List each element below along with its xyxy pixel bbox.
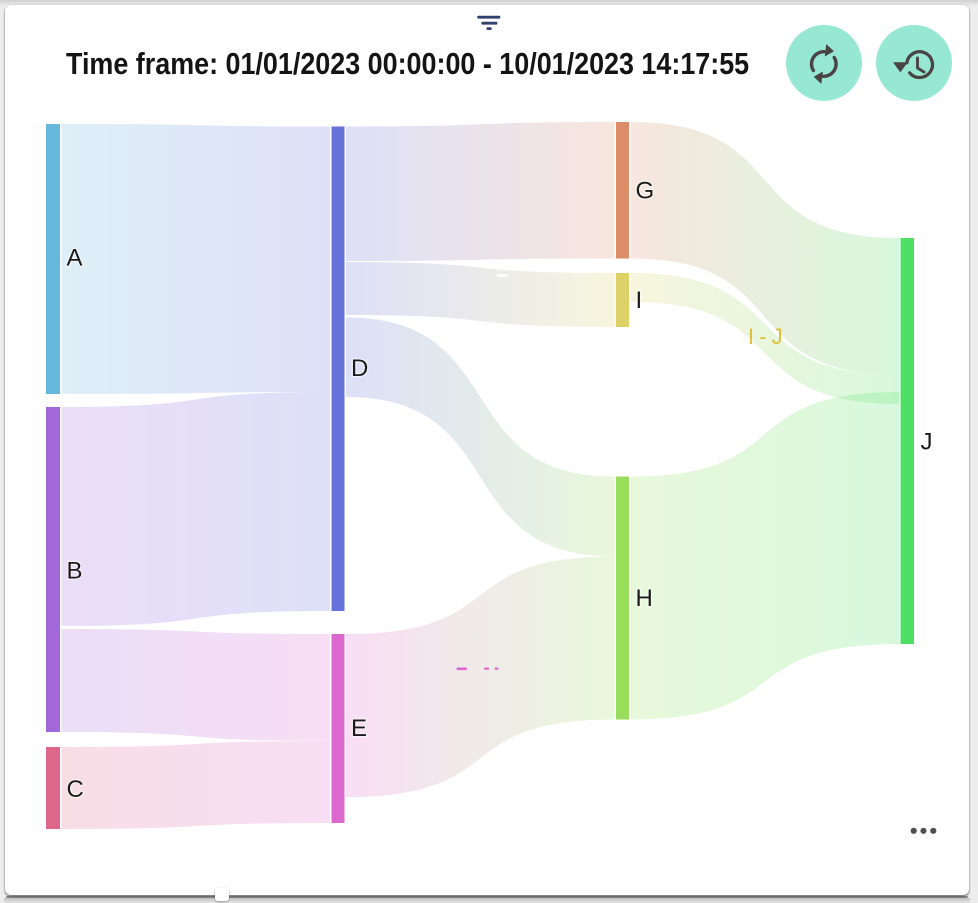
svg-text:I - J: I - J	[748, 324, 782, 349]
svg-text:A: A	[67, 245, 83, 272]
svg-text:D: D	[351, 355, 368, 382]
svg-text:C: C	[67, 776, 84, 803]
svg-text:I: I	[636, 287, 643, 314]
svg-text:G: G	[636, 178, 655, 205]
svg-text:J: J	[921, 429, 933, 456]
svg-text:H: H	[636, 585, 653, 612]
svg-text:E: E	[351, 715, 367, 742]
svg-text:B: B	[67, 558, 83, 585]
